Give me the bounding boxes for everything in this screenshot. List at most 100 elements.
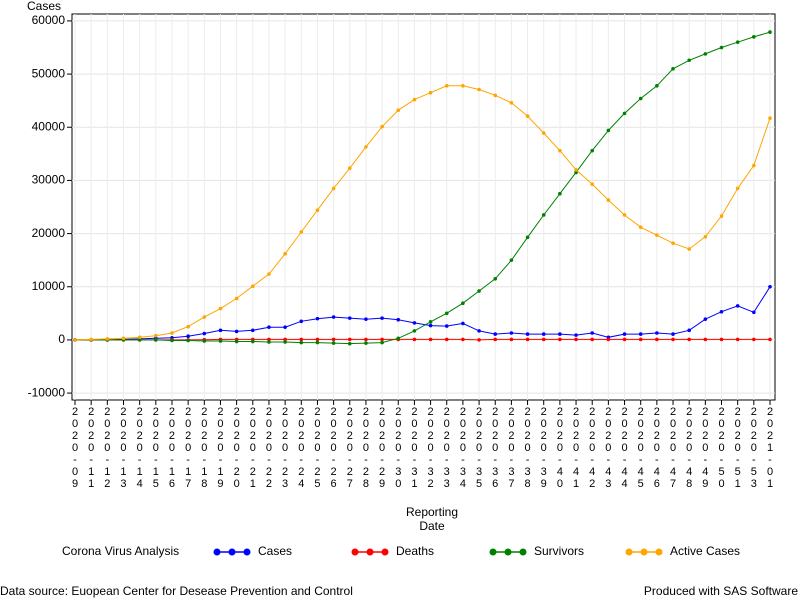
data-point xyxy=(687,247,691,251)
data-point xyxy=(396,336,401,341)
data-point xyxy=(477,87,481,92)
data-point xyxy=(331,337,336,342)
data-point xyxy=(606,128,611,133)
data-point xyxy=(299,230,304,234)
legend-label: Active Cases xyxy=(670,544,740,558)
data-point xyxy=(461,337,465,342)
data-point xyxy=(735,186,740,191)
data-point xyxy=(89,337,93,342)
data-point xyxy=(396,317,401,322)
data-point xyxy=(234,339,239,344)
y-tick-label: 50000 xyxy=(32,66,66,80)
data-point xyxy=(267,325,271,329)
data-point xyxy=(283,251,287,256)
x-tick-label: 2020-29 xyxy=(376,406,388,490)
legend-marker xyxy=(519,548,527,556)
x-tick-label: 2020-17 xyxy=(182,406,194,490)
y-axis-label: Cases xyxy=(27,0,61,13)
y-tick-label: 10000 xyxy=(32,279,66,293)
series-line xyxy=(75,286,771,341)
data-point xyxy=(364,317,368,321)
data-point xyxy=(768,284,772,289)
y-tick-label: -10000 xyxy=(28,385,66,399)
data-point xyxy=(752,310,756,315)
data-point xyxy=(687,58,691,63)
y-tick-label: 30000 xyxy=(32,173,66,187)
x-tick-label: 2020-34 xyxy=(457,406,469,490)
data-point xyxy=(121,336,126,341)
legend-marker xyxy=(381,548,389,556)
grid xyxy=(72,14,775,400)
data-point xyxy=(428,90,433,95)
x-tick-label: 2020-41 xyxy=(570,406,582,490)
data-point xyxy=(428,323,433,328)
data-point xyxy=(250,339,255,344)
data-point xyxy=(509,100,514,105)
legend-marker xyxy=(625,548,633,556)
data-point xyxy=(380,316,384,320)
x-tick-label: 2021-01 xyxy=(764,406,776,490)
x-tick-label: 2020-09 xyxy=(69,406,81,490)
data-point xyxy=(590,182,595,186)
data-point xyxy=(768,30,772,34)
data-point xyxy=(218,339,223,343)
data-point xyxy=(622,332,627,336)
data-point xyxy=(687,337,691,342)
data-point xyxy=(638,225,643,230)
data-point xyxy=(735,304,740,308)
data-point xyxy=(735,40,740,44)
data-point xyxy=(364,145,368,149)
data-point xyxy=(541,337,546,342)
x-tick-label: 2020-45 xyxy=(635,406,647,490)
legend-marker xyxy=(228,548,236,556)
data-point xyxy=(752,35,756,39)
x-tick-label: 2020-38 xyxy=(522,406,534,490)
x-tick-label: 2020-14 xyxy=(134,406,146,490)
x-tick-label: 2020-22 xyxy=(263,406,275,490)
data-point xyxy=(461,301,465,306)
data-point xyxy=(509,337,514,342)
data-point xyxy=(170,331,174,335)
x-tick-label: 2020-48 xyxy=(683,406,695,490)
data-point xyxy=(735,337,740,342)
data-point xyxy=(525,235,530,240)
data-point xyxy=(380,337,384,342)
data-point xyxy=(283,337,287,342)
data-point xyxy=(347,316,352,320)
x-tick-label: 2020-40 xyxy=(554,406,566,490)
data-point xyxy=(202,331,207,336)
data-point xyxy=(719,45,724,50)
x-tick-label: 2020-50 xyxy=(716,406,728,490)
data-point xyxy=(137,335,142,340)
data-point xyxy=(703,52,708,56)
legend-marker xyxy=(213,548,221,556)
data-point xyxy=(234,329,239,334)
data-point xyxy=(267,340,271,344)
data-point xyxy=(638,96,643,101)
data-point xyxy=(638,332,643,336)
data-point xyxy=(525,114,530,118)
data-point xyxy=(154,333,158,338)
data-point xyxy=(299,340,304,345)
x-axis-label: Reporting Date xyxy=(405,505,459,533)
data-point xyxy=(444,324,449,328)
data-point xyxy=(622,213,627,217)
data-point xyxy=(622,111,627,116)
data-point xyxy=(719,214,724,218)
data-point xyxy=(331,186,336,191)
data-point xyxy=(509,258,514,262)
data-point xyxy=(315,337,320,342)
data-point xyxy=(315,316,320,321)
data-point xyxy=(347,166,352,170)
x-tick-label: 2020-32 xyxy=(425,406,437,490)
data-point xyxy=(493,93,498,98)
data-point xyxy=(558,337,562,342)
data-point xyxy=(574,170,578,175)
data-point xyxy=(541,213,546,217)
data-point xyxy=(396,108,401,113)
x-tick-label: 2020-11 xyxy=(85,406,97,490)
data-point xyxy=(267,272,271,276)
y-tick-label: 40000 xyxy=(32,119,66,133)
data-point xyxy=(315,340,320,345)
